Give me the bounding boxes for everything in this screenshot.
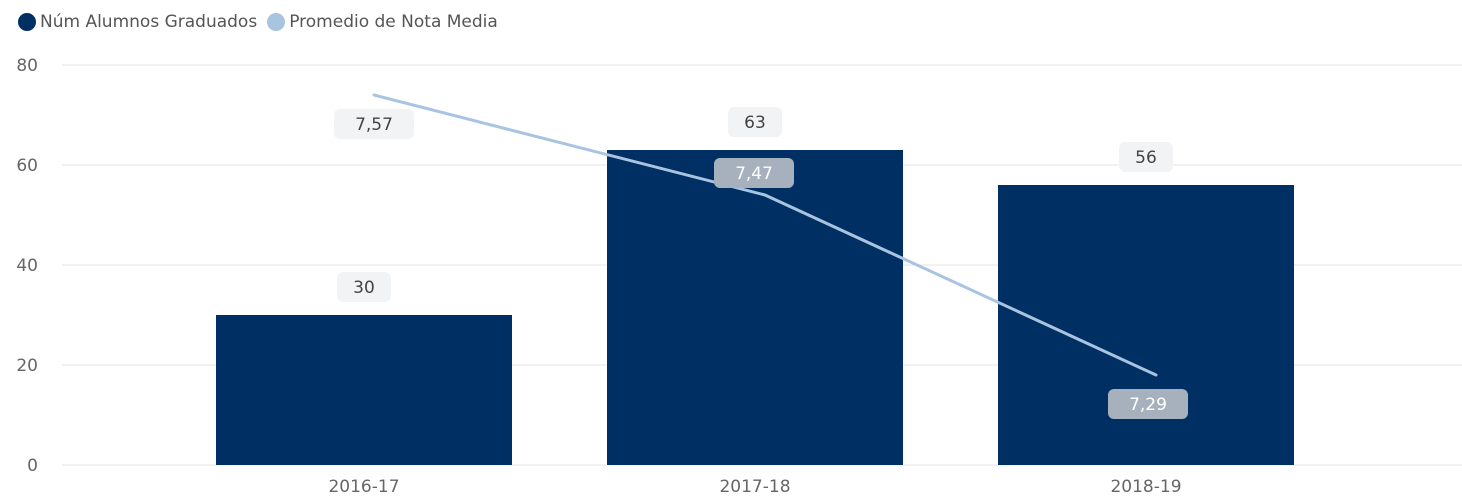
line-data-label-bg <box>1108 389 1188 419</box>
x-tick-label: 2016-17 <box>328 477 399 497</box>
legend-dot-nota-media-icon <box>267 13 286 31</box>
line-data-label: 7,29 <box>1129 395 1167 415</box>
bar-data-label: 30 <box>353 278 375 298</box>
legend: Núm Alumnos Graduados Promedio de Nota M… <box>18 10 508 34</box>
y-tick-label: 60 <box>16 156 38 176</box>
x-tick-label: 2017-18 <box>719 477 790 497</box>
line-data-label: 7,57 <box>355 115 393 135</box>
line-data-label-bg <box>334 109 414 139</box>
bar-2016-17 <box>216 315 512 465</box>
legend-dot-graduados-icon <box>18 13 36 31</box>
bar-data-label-bg <box>728 107 782 137</box>
bar-data-label-bg <box>337 272 391 302</box>
legend-label-graduados: Núm Alumnos Graduados <box>40 12 258 32</box>
y-tick-label: 40 <box>16 256 38 276</box>
line-data-label-bg <box>714 158 794 188</box>
bar-2017-18 <box>607 150 903 465</box>
line-nota-media <box>372 93 1158 377</box>
legend-item-nota-media[interactable]: Promedio de Nota Media <box>267 12 498 32</box>
y-tick-label: 80 <box>16 56 38 76</box>
legend-label-nota-media: Promedio de Nota Media <box>289 12 498 32</box>
line-data-label: 7,47 <box>735 164 773 184</box>
legend-item-graduados[interactable]: Núm Alumnos Graduados <box>18 12 257 32</box>
y-tick-label: 0 <box>27 456 38 476</box>
y-tick-label: 20 <box>16 356 38 376</box>
bar-data-label-bg <box>1119 142 1173 172</box>
bar-data-label: 56 <box>1135 148 1157 168</box>
x-tick-label: 2018-19 <box>1110 477 1181 497</box>
bar-data-label: 63 <box>744 113 766 133</box>
bar-2018-19 <box>998 185 1294 465</box>
